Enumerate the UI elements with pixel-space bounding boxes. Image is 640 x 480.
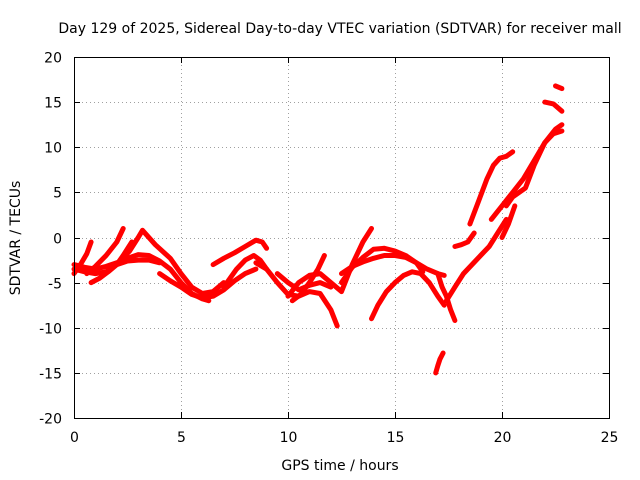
x-tick-label: 20 — [494, 430, 512, 446]
series-track-7 — [157, 266, 259, 301]
x-tick-label: 25 — [601, 430, 619, 446]
series-track-13 — [289, 253, 327, 304]
series-track-9 — [221, 253, 270, 290]
x-axis-label: GPS time / hours — [281, 458, 398, 474]
series-track-3 — [84, 226, 126, 277]
series-track-5 — [118, 227, 227, 296]
y-axis-label: SDTVAR / TECUs — [8, 181, 24, 296]
series-track-24 — [499, 203, 518, 240]
y-tick-label: 20 — [44, 51, 62, 67]
y-tick-label: 10 — [44, 141, 62, 157]
series-track-16 — [369, 269, 447, 322]
series-track-19 — [443, 216, 509, 304]
series-track-6 — [71, 239, 135, 277]
y-tick-label: -15 — [39, 367, 62, 383]
series-track-25 — [542, 99, 565, 114]
x-tick-label: 15 — [387, 430, 405, 446]
tick-layer: 0 5 10 15 20 25 -20 -15 -10 -5 0 5 10 15 20 — [39, 51, 618, 447]
y-tick-label: -20 — [39, 412, 62, 428]
series-track-10 — [253, 260, 340, 329]
x-tick-label: 0 — [70, 430, 79, 446]
x-tick-label: 5 — [177, 430, 186, 446]
series-track-17 — [433, 350, 446, 376]
series-track-4 — [88, 257, 163, 286]
y-tick-label: 15 — [44, 96, 62, 112]
series-track-8 — [210, 237, 270, 268]
series-track-12 — [285, 226, 374, 299]
y-tick-label: -5 — [48, 277, 62, 293]
series-track-26 — [553, 83, 565, 92]
series-track-20 — [452, 230, 477, 249]
series-track-23 — [503, 128, 565, 209]
chart-title: Day 129 of 2025, Sidereal Day-to-day VTE… — [58, 21, 621, 37]
x-tick-label: 10 — [280, 430, 298, 446]
y-tick-label: -10 — [39, 322, 62, 338]
series-layer — [71, 83, 565, 376]
y-tick-label: 5 — [53, 186, 62, 202]
grid-layer — [74, 57, 609, 418]
y-tick-label: 0 — [53, 232, 62, 248]
series-track-15 — [339, 253, 447, 278]
series-track-21 — [467, 149, 516, 227]
